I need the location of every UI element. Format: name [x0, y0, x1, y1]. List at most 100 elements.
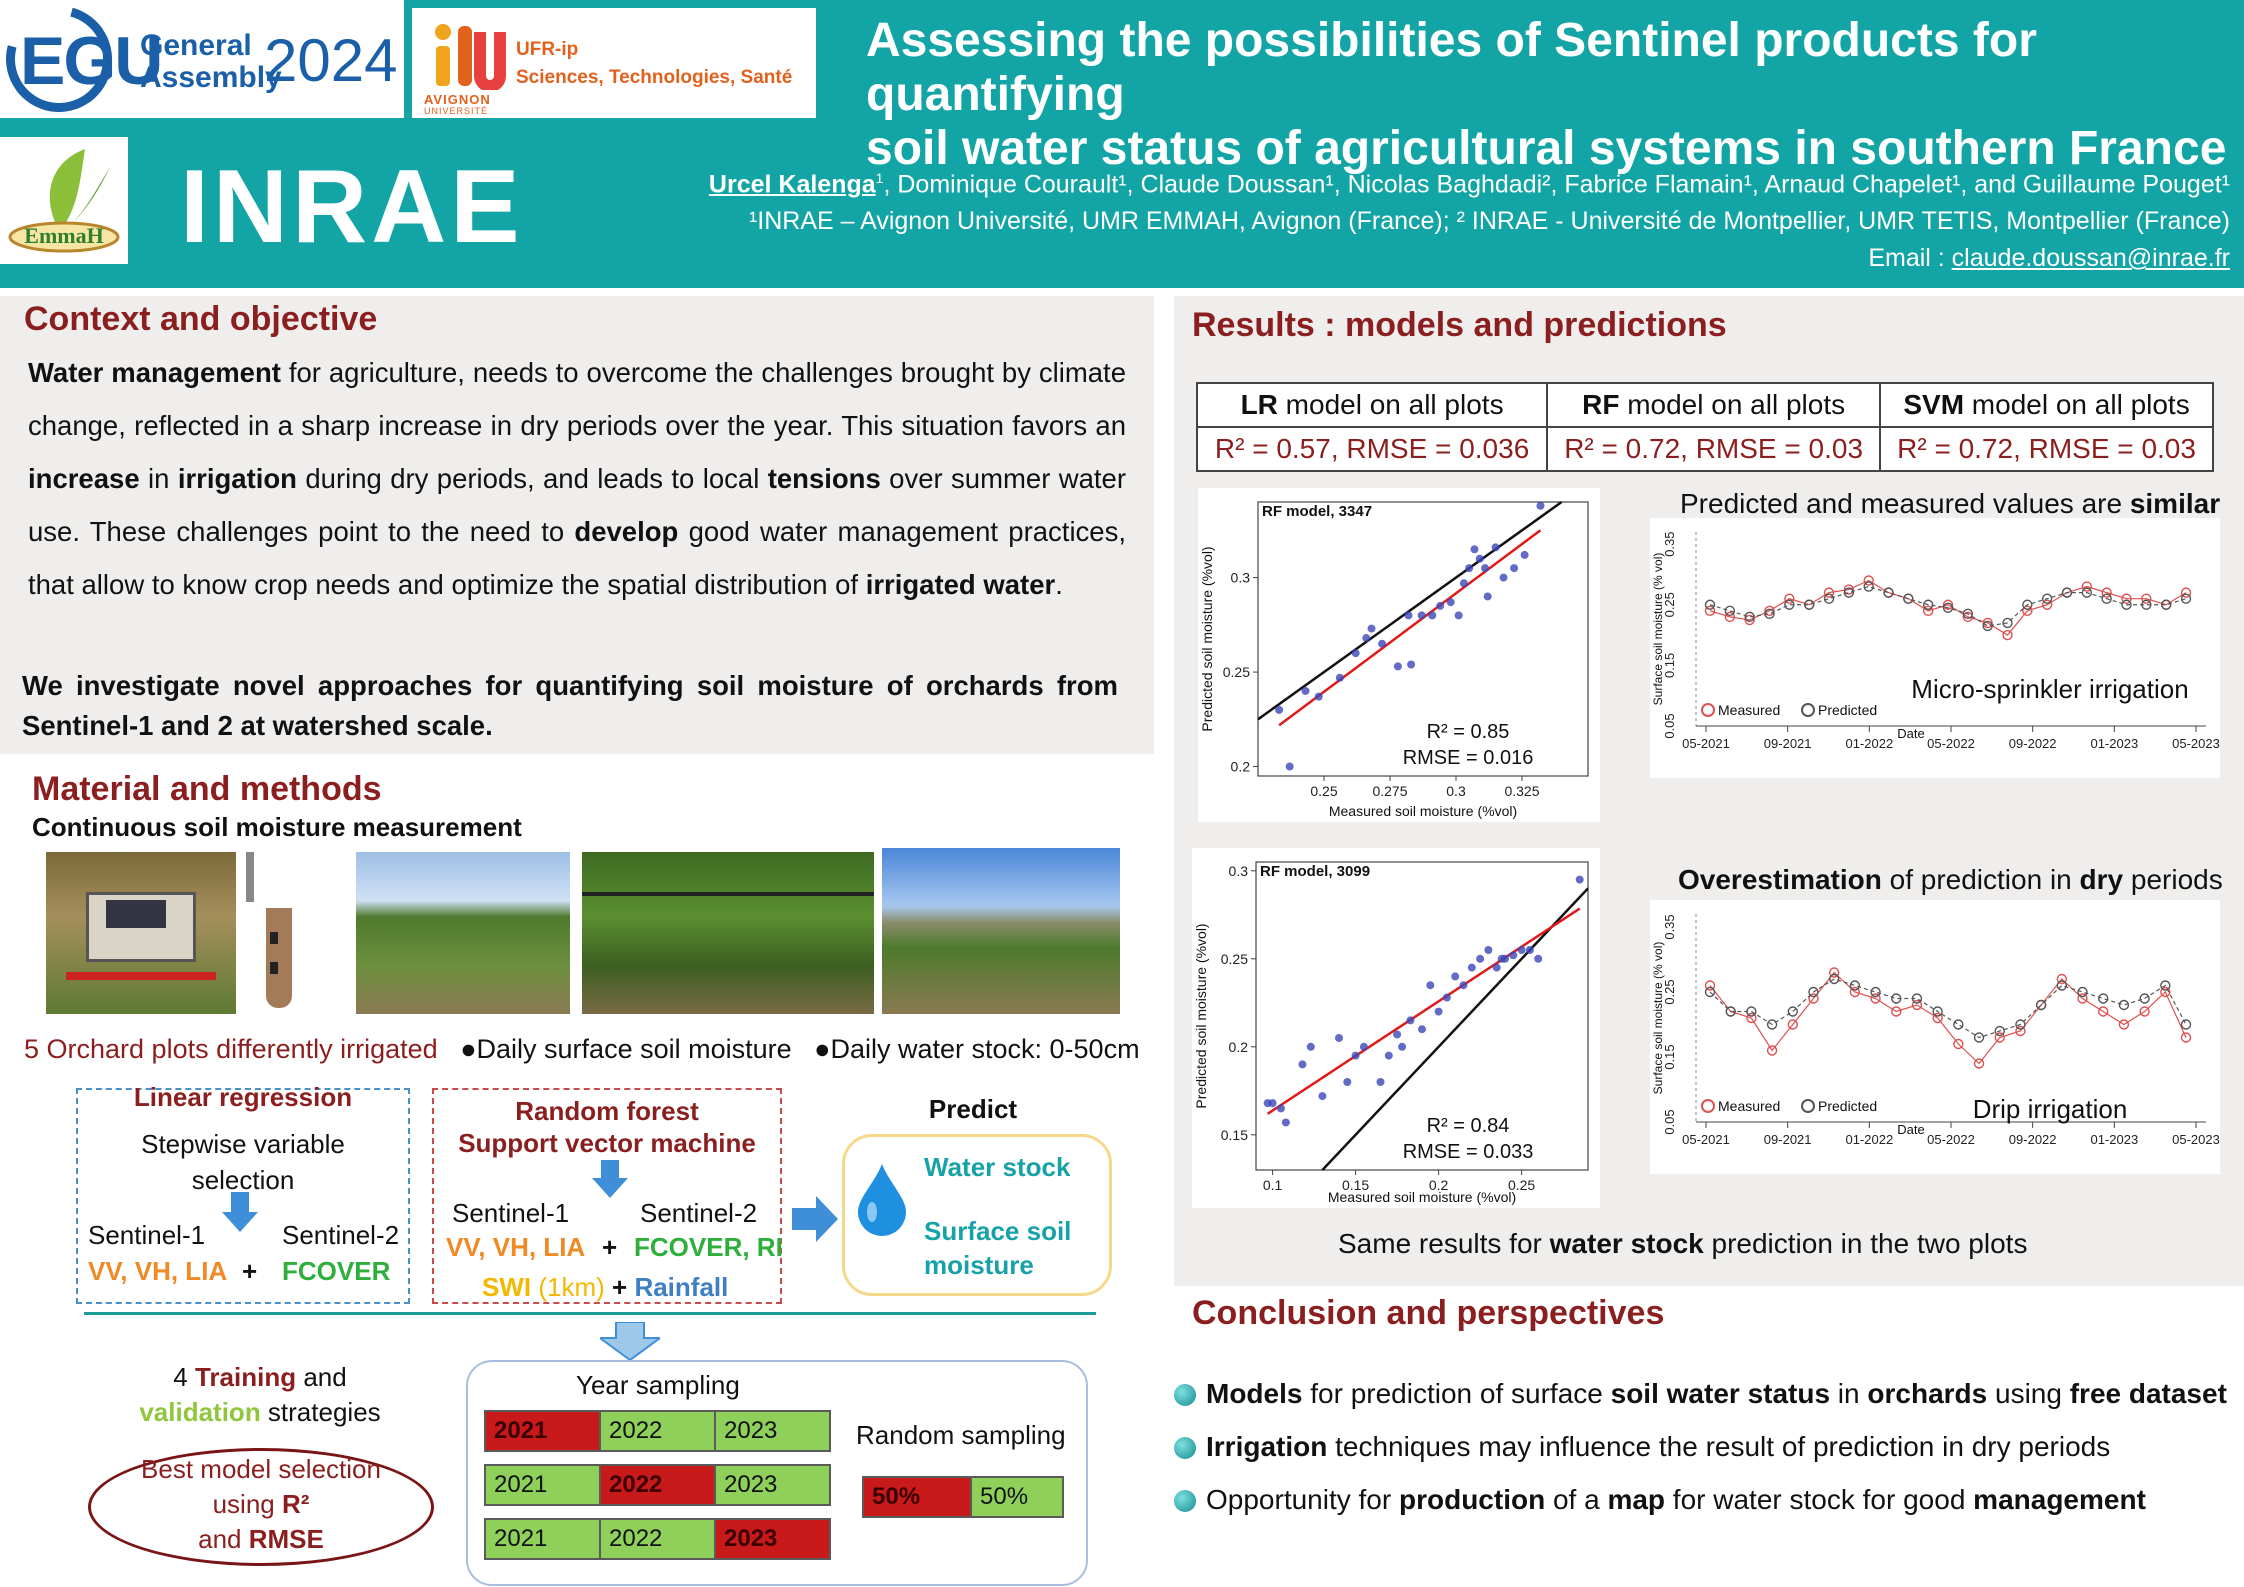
data-point [1499, 573, 1508, 582]
data-point [1407, 660, 1416, 669]
series-point [2180, 1019, 2192, 1030]
series-point [1828, 973, 1840, 985]
series-point [2139, 1006, 2150, 1017]
note-water-stock: Same results for water stock prediction … [1338, 1228, 2027, 1260]
strategies-word: strategies [260, 1397, 381, 1427]
results-table: LR model on all plots RF model on all pl… [1195, 382, 2214, 472]
y-tick-label: 0.2 [1231, 759, 1251, 775]
data-point [1459, 579, 1468, 588]
training-count: 4 [173, 1362, 195, 1392]
series-line [1709, 579, 2187, 636]
year-cell: 2023 [714, 1464, 831, 1506]
best-model-t1: Best model selection using [141, 1454, 381, 1519]
data-point [1335, 673, 1344, 682]
email-line: Email : claude.doussan@inrae.fr [709, 240, 2230, 277]
legend-measured-marker [1701, 1099, 1715, 1113]
teal-bullet-icon [1174, 1437, 1196, 1459]
series-point [1922, 605, 1934, 617]
water-drop-icon [858, 1164, 906, 1236]
orchard-plots-text: 5 Orchard plots differently irrigated [24, 1034, 438, 1064]
data-point [1534, 954, 1543, 963]
timeseries-drip: 0.05 0.15 0.25 0.35 05-2021 09-2021 01-2022 05-… [1650, 900, 2220, 1174]
data-point [1481, 564, 1490, 573]
random-sampling-title: Random sampling [856, 1420, 1066, 1450]
context-goal: We investigate novel approaches for quan… [22, 670, 1118, 741]
series-point [2101, 587, 2112, 598]
ctx-bold-1: Water management [28, 357, 281, 388]
data-point [1434, 1007, 1443, 1016]
conclusion-t3: for water stock for good [1665, 1484, 1974, 1515]
series-point [2180, 1032, 2192, 1043]
email-link[interactable]: claude.doussan@inrae.fr [1951, 244, 2230, 273]
avignon-mark-icon [435, 24, 506, 90]
series-point [1704, 605, 1716, 617]
series-point [1764, 605, 1775, 617]
series-point [2180, 593, 2192, 604]
x-axis-label: Date [1897, 726, 1924, 741]
x-tick-label: 0.275 [1372, 783, 1407, 799]
note-similar-b: similar [2129, 488, 2221, 519]
linear-regression-box [76, 1088, 410, 1304]
series-point [2118, 999, 2130, 1011]
data-point [1335, 1034, 1343, 1042]
series-point [2098, 993, 2109, 1004]
x-tick-label: 0.15 [1342, 1177, 1369, 1193]
y-tick-label: 0.05 [1662, 1109, 1677, 1134]
egu-subtitle: General Assembly [140, 30, 282, 94]
conclusion-b3: orchards [1867, 1378, 1988, 1409]
rf-title: Random forest [515, 1096, 699, 1126]
x-tick-label: 09-2021 [1764, 736, 1812, 751]
series-point [1953, 1038, 1964, 1050]
swi-res: (1km) [538, 1272, 605, 1302]
data-point [1436, 601, 1445, 610]
x-axis-label: Date [1897, 1122, 1924, 1137]
predict-surface-moisture: Surface soil moisture [924, 1216, 1072, 1280]
x-tick-label: 01-2022 [1845, 1132, 1893, 1147]
orchard-photo-2 [582, 852, 874, 1014]
random-cell-test: 50% [970, 1476, 1064, 1518]
conclusion-t2: in [1830, 1378, 1868, 1409]
egu-logo: EGU General Assembly 2024 [0, 0, 404, 132]
other-authors: , Dominique Courault¹, Claude Doussan¹, … [883, 170, 2230, 199]
egu-mark: EGU [20, 23, 163, 99]
series-point [1724, 605, 1736, 617]
svm-metrics: R² = 0.72, RMSE = 0.03 [1879, 426, 2214, 472]
year-cell: 2021 [484, 1464, 601, 1506]
series-point [2077, 993, 2088, 1004]
data-point [1501, 954, 1509, 963]
emmah-text: EmmaH [24, 223, 103, 248]
orchard-photo-1 [356, 852, 570, 1014]
data-point [1359, 1042, 1368, 1051]
lr-s2-label: Sentinel-2 [282, 1220, 400, 1250]
series-point [2061, 587, 2073, 598]
probe-handle [246, 852, 254, 902]
series-point [1704, 980, 1716, 991]
series-point [1883, 587, 1894, 598]
x-tick-label: 05-2021 [1682, 736, 1730, 751]
egu-year: 2024 [264, 27, 398, 94]
series-point [1922, 599, 1934, 610]
x-tick-label: 01-2022 [1845, 736, 1893, 751]
series-point [1823, 587, 1835, 598]
series-point [1746, 1012, 1757, 1024]
predict-box [842, 1134, 1112, 1296]
ctx-text-1: for agriculture, needs to overcome the c… [28, 357, 1126, 441]
series-point [2180, 587, 2192, 598]
data-point [1393, 1030, 1402, 1039]
training-word: Training [194, 1362, 297, 1392]
data-point [1536, 501, 1545, 510]
series-point [2160, 980, 2171, 991]
avignon-logo: AVIGNON UNIVERSITÉ UFR-ip Sciences, Tech… [412, 8, 816, 118]
results-table-metrics: R² = 0.57, RMSE = 0.036 R² = 0.72, RMSE … [1195, 426, 2214, 472]
year-cell: 2022 [599, 1518, 716, 1560]
emmah-leaf-icon: EmmaH [8, 149, 120, 253]
series-point [2015, 1019, 2026, 1030]
conclusion-b2: soil water status [1610, 1378, 1831, 1409]
data-point [1393, 662, 1402, 671]
data-point [1343, 1078, 1352, 1086]
x-tick-label: 0.3 [1446, 783, 1466, 799]
x-axis-label: Measured soil moisture (%vol) [1329, 803, 1517, 819]
y-tick-label: 0.35 [1662, 531, 1677, 556]
validation-word: validation [139, 1397, 261, 1427]
year-cell: 2022 [599, 1464, 716, 1506]
